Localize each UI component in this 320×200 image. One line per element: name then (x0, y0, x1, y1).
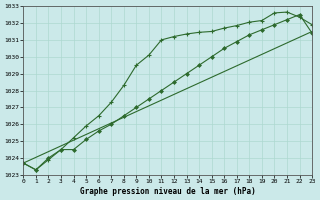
X-axis label: Graphe pression niveau de la mer (hPa): Graphe pression niveau de la mer (hPa) (80, 187, 256, 196)
